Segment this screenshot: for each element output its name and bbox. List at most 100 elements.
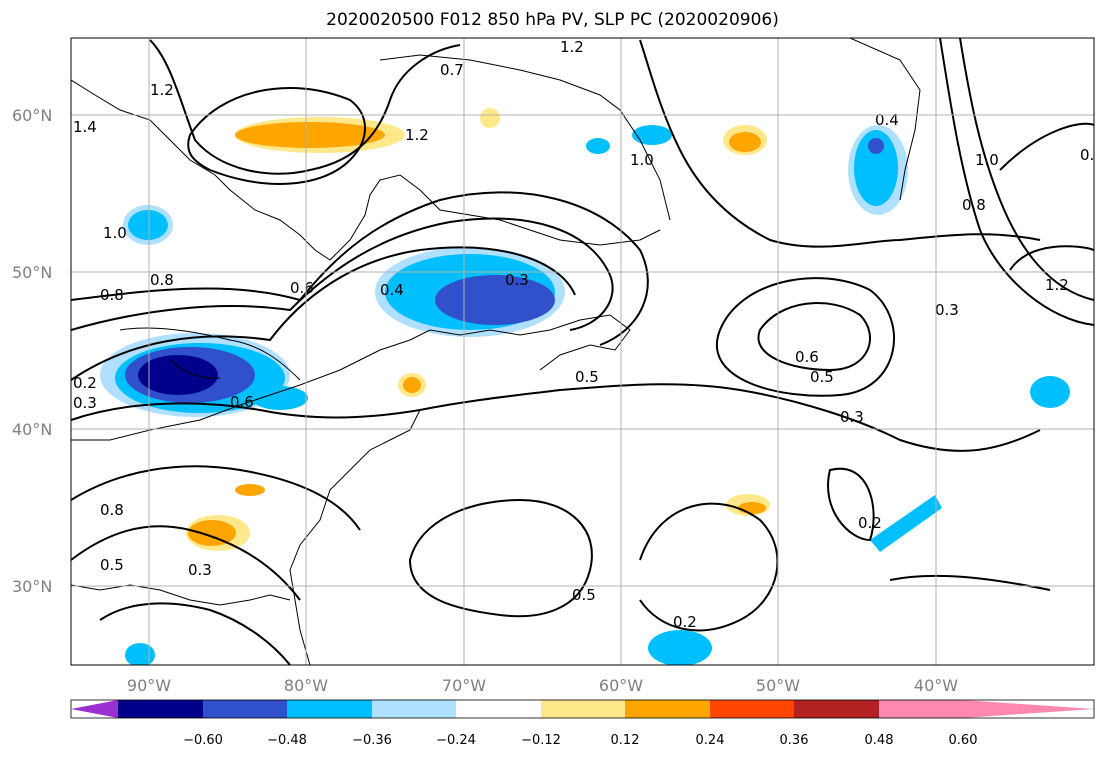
lat-label: 50°N <box>12 263 52 282</box>
colorbar-tick: −0.60 <box>183 733 223 748</box>
contour-label: 0.3 <box>840 408 864 426</box>
pv-region-labrador-core <box>729 132 761 152</box>
contour-label: 0.3 <box>73 394 97 412</box>
pv-region-quebec-north <box>480 108 500 128</box>
colorbar-tick: −0.12 <box>521 733 561 748</box>
lon-label: 60°W <box>599 676 643 695</box>
contour-0-5-low <box>716 277 895 397</box>
newfoundland-nova-scotia <box>409 314 631 371</box>
contour-label: 0.6 <box>230 393 254 411</box>
contour-north-east <box>639 39 1041 248</box>
contour-label: 0.5 <box>810 368 834 386</box>
lon-label: 50°W <box>756 676 800 695</box>
contour-label: 1.2 <box>405 126 429 144</box>
contour-label: 0.5 <box>100 556 124 574</box>
contour-label: 0.2 <box>73 374 97 392</box>
contour-label: 0.7 <box>440 61 464 79</box>
lat-label: 60°N <box>12 106 52 125</box>
colorbar-arrow-right <box>963 700 1094 718</box>
lake-michigan <box>169 359 221 379</box>
map-frame <box>70 37 1095 666</box>
contour-label-group: 1.2 1.2 1.4 0.7 1.2 1.0 0.4 1.0 0.7 1.0 … <box>73 38 1104 631</box>
pv-region-carolina <box>235 484 265 496</box>
map-title: 2020020500 F012 850 hPa PV, SLP PC (2020… <box>326 10 779 30</box>
contour-label: 1.0 <box>630 151 654 169</box>
contour-ne-2 <box>939 38 1094 326</box>
contour-label: 0.4 <box>875 111 899 129</box>
contour-2 <box>71 217 614 331</box>
colorbar-segment <box>118 700 203 718</box>
pv-region-atlantic-pos-core <box>738 502 766 514</box>
colorbar-segment <box>879 700 963 718</box>
contour-label: 0.8 <box>100 286 124 304</box>
lat-label: 40°N <box>12 420 52 439</box>
pv-region-small-2 <box>586 138 610 154</box>
colorbar-segment <box>372 700 456 718</box>
canada-us-border <box>71 339 411 441</box>
pv-region-south <box>648 630 712 665</box>
contour-ne-3 <box>1009 245 1094 271</box>
contour-label: 0.6 <box>795 348 819 366</box>
quebec-coast <box>329 174 661 261</box>
contour-label: 0.8 <box>962 196 986 214</box>
contour-label: 0.2 <box>673 613 697 631</box>
contour-0-3-south <box>889 574 1051 591</box>
pv-region-st-lawrence-core <box>435 275 555 325</box>
greenland-coast <box>849 38 921 201</box>
colorbar: −0.60 −0.48 −0.36 −0.24 −0.12 0.12 0.24 … <box>70 699 1095 748</box>
great-lakes <box>119 327 301 381</box>
contour-3 <box>71 246 576 381</box>
colorbar-tick: −0.48 <box>267 733 307 748</box>
colorbar-tick: 0.48 <box>865 733 894 748</box>
pv-region-hudson-inner <box>128 210 168 240</box>
gridlines <box>71 38 1094 665</box>
contour-label: 0.4 <box>380 281 404 299</box>
colorbar-tick: 0.12 <box>611 733 640 748</box>
us-east-coast <box>289 409 421 665</box>
contour-label: 0.2 <box>858 514 882 532</box>
pv-region-hudson-north-core <box>235 122 385 148</box>
pv-region-east-atlantic <box>1030 376 1070 408</box>
contour-0-2-closed <box>827 467 875 542</box>
lat-label: 30°N <box>12 577 52 596</box>
colorbar-segment <box>541 700 625 718</box>
lon-label: 90°W <box>127 676 171 695</box>
colorbar-tick: 0.36 <box>780 733 809 748</box>
contour-0-2-south <box>639 502 779 632</box>
coastlines <box>71 38 921 665</box>
slp-contours <box>71 38 1094 665</box>
contour-ne-4 <box>999 122 1094 171</box>
gulf-coast <box>71 584 291 606</box>
contour-south-1 <box>71 465 361 531</box>
contour-label: 1.2 <box>1045 276 1069 294</box>
contour-label: 0.5 <box>572 586 596 604</box>
pv-region-georgia-core <box>188 520 236 546</box>
colorbar-outline <box>70 699 1095 719</box>
contour-label: 1.2 <box>150 81 174 99</box>
contour-label: 0.3 <box>505 271 529 289</box>
hudson-bay-west-coast <box>71 79 331 261</box>
pv-region-ontario-tail <box>252 386 308 410</box>
contour-label: 0.6 <box>290 279 314 297</box>
colorbar-segment <box>794 700 879 718</box>
lon-label: 80°W <box>284 676 328 695</box>
colorbar-tick: 0.60 <box>949 733 978 748</box>
colorbar-tick: 0.24 <box>696 733 725 748</box>
contour-label: 1.2 <box>560 38 584 56</box>
pv-region-great-lakes-max <box>138 355 218 395</box>
pv-shading <box>100 108 1070 665</box>
pv-region-small-1 <box>632 125 672 145</box>
contour-closed-north <box>187 87 366 185</box>
contour-label: 0.3 <box>188 561 212 579</box>
contour-south-3 <box>99 602 291 665</box>
contour-label: 0.7 <box>1080 146 1104 164</box>
contour-label: 1.4 <box>73 118 97 136</box>
contour-label: 0.3 <box>935 301 959 319</box>
labrador-coast <box>379 54 671 221</box>
pv-region-labrador-sea-inner <box>854 130 898 206</box>
pv-region-labrador-sea-core <box>868 138 884 154</box>
pv-region-maine-core <box>403 377 421 393</box>
contour-label: 0.8 <box>100 501 124 519</box>
colorbar-arrow-left <box>71 700 118 718</box>
